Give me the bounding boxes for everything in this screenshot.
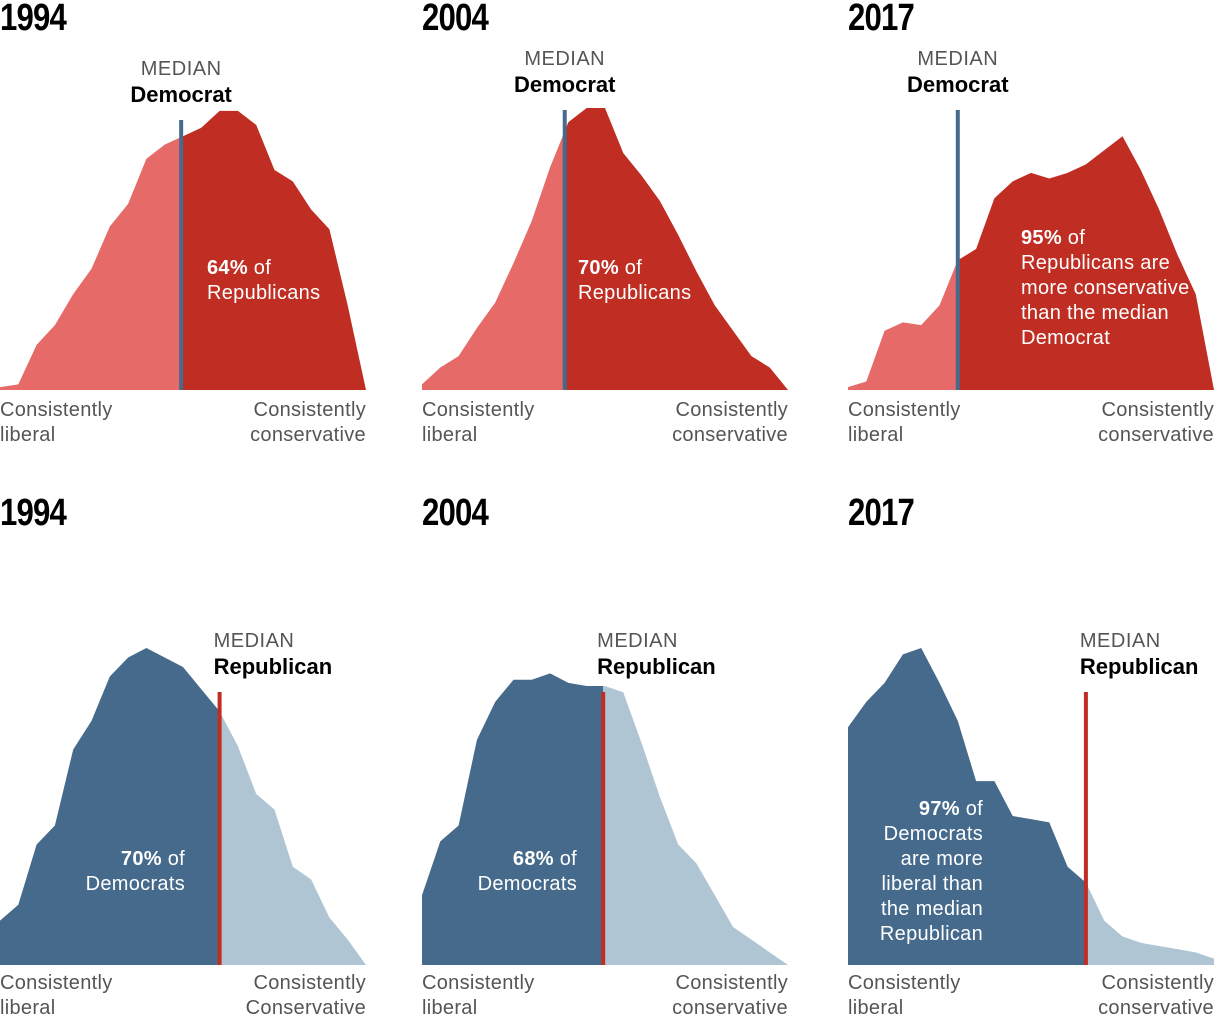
- axis-label-line: Consistently: [1101, 399, 1214, 421]
- axis-label-line: Consistently: [253, 399, 366, 421]
- median-party-label: Republican: [597, 654, 716, 679]
- percent-value: 97%: [918, 798, 960, 820]
- percent-annotation: 64% of Republicans: [207, 256, 357, 306]
- area-more-conservative: [957, 136, 1214, 390]
- axis-label-line: conservative: [672, 997, 788, 1019]
- area-less-conservative: [0, 137, 182, 390]
- axis-label-line: Consistently: [675, 972, 788, 994]
- percent-value: 64%: [207, 257, 248, 279]
- percent-value: 70%: [120, 848, 162, 870]
- percent-text: of Democrats: [85, 848, 185, 895]
- area-less-liberal: [219, 711, 366, 965]
- axis-label-line: Consistently: [422, 972, 535, 994]
- axis-label-line: conservative: [1098, 997, 1214, 1019]
- chart-panel-dem-1994: 1994 MEDIAN Republican 70% of Democrats Cons…: [0, 492, 366, 1021]
- median-party-label: Republican: [1079, 654, 1199, 679]
- axis-label-conservative: Consistently conservative: [672, 971, 788, 1021]
- axis-label-line: liberal: [0, 424, 56, 446]
- area-less-liberal: [603, 686, 788, 965]
- axis-label-liberal: Consistently liberal: [848, 971, 961, 1021]
- percent-text: of Republicans are more conservative tha…: [1021, 227, 1190, 349]
- median-label: MEDIAN: [524, 48, 606, 70]
- axis-label-conservative: Consistently conservative: [250, 398, 366, 448]
- median-party-label: Democrat: [130, 82, 232, 107]
- chart-panel-gop-2017: 2017 MEDIAN Democrat 95% of Republicans are…: [848, 0, 1214, 455]
- percent-annotation: 70% of Democrats: [30, 847, 185, 897]
- axis-label-line: liberal: [848, 424, 904, 446]
- axis-label-conservative: Consistently conservative: [1098, 971, 1214, 1021]
- axis-label-line: conservative: [672, 424, 788, 446]
- axis-label-line: Consistently: [848, 972, 961, 994]
- axis-label-conservative: Consistently conservative: [1098, 398, 1214, 448]
- percent-annotation: 97% of Democrats are more liberal than t…: [848, 797, 983, 947]
- axis-label-line: liberal: [422, 424, 478, 446]
- area-less-conservative: [422, 131, 565, 390]
- median-party-label: Democrat: [907, 72, 1009, 97]
- axis-label-line: Consistently: [675, 399, 788, 421]
- percent-annotation: 68% of Democrats: [422, 847, 577, 897]
- chart-panel-gop-2004: 2004 MEDIAN Democrat 70% of Republicans Cons…: [422, 0, 788, 455]
- axis-label-line: conservative: [250, 424, 366, 446]
- percent-value: 68%: [512, 848, 554, 870]
- percent-text: of Republicans: [578, 257, 692, 304]
- median-party-label: Republican: [213, 654, 333, 679]
- percent-value: 95%: [1021, 227, 1062, 249]
- median-party-label: Democrat: [513, 72, 616, 97]
- median-label: MEDIAN: [917, 48, 999, 70]
- axis-label-line: liberal: [422, 997, 478, 1019]
- area-chart: [848, 110, 1214, 390]
- chart-panel-gop-1994: 1994 MEDIAN Democrat 64% of Republicans Cons…: [0, 0, 366, 455]
- area-chart: [422, 108, 788, 390]
- area-chart: [848, 648, 1214, 965]
- area-more-conservative: [181, 110, 366, 390]
- chart-panel-dem-2004: 2004 MEDIAN Republican 68% of Democrats Cons…: [422, 492, 788, 1021]
- axis-label-line: Consistently: [253, 972, 366, 994]
- axis-label-line: Consistently: [0, 399, 113, 421]
- area-less-liberal: [1085, 882, 1214, 965]
- percent-text: of Republicans: [207, 257, 321, 304]
- percent-text: of Democrats are more liberal than the m…: [879, 798, 983, 945]
- area-less-conservative: [848, 260, 958, 390]
- year-heading: 2004: [422, 492, 489, 534]
- axis-label-conservative: Consistently conservative: [672, 398, 788, 448]
- axis-label-liberal: Consistently liberal: [422, 971, 535, 1021]
- axis-label-liberal: Consistently liberal: [0, 971, 113, 1021]
- axis-label-line: Consistently: [0, 972, 113, 994]
- axis-label-liberal: Consistently liberal: [0, 398, 113, 448]
- area-more-liberal: [848, 648, 1086, 965]
- area-chart: [0, 648, 366, 965]
- axis-label-line: liberal: [848, 997, 904, 1019]
- median-label: MEDIAN: [213, 630, 295, 652]
- percent-value: 70%: [578, 257, 619, 279]
- percent-text: of Democrats: [477, 848, 577, 895]
- chart-panel-dem-2017: 2017 MEDIAN Republican 97% of Democrats are…: [848, 492, 1214, 1021]
- axis-label-line: conservative: [1098, 424, 1214, 446]
- axis-label-line: Consistently: [1101, 972, 1214, 994]
- year-heading: 1994: [0, 0, 67, 39]
- year-heading: 2017: [848, 0, 915, 39]
- axis-label-line: Conservative: [245, 997, 366, 1019]
- axis-label-line: Consistently: [848, 399, 961, 421]
- year-heading: 2017: [848, 492, 915, 534]
- median-label: MEDIAN: [140, 58, 222, 80]
- percent-annotation: 70% of Republicans: [578, 256, 728, 306]
- area-chart: [0, 110, 366, 390]
- median-label: MEDIAN: [1079, 630, 1161, 652]
- axis-label-line: Consistently: [422, 399, 535, 421]
- median-label: MEDIAN: [597, 630, 678, 652]
- axis-label-conservative: Consistently Conservative: [246, 971, 366, 1021]
- area-chart: [422, 673, 788, 965]
- axis-label-liberal: Consistently liberal: [422, 398, 535, 448]
- axis-label-liberal: Consistently liberal: [848, 398, 961, 448]
- axis-label-line: liberal: [0, 997, 56, 1019]
- area-more-liberal: [0, 648, 220, 965]
- area-more-conservative: [564, 108, 788, 390]
- year-heading: 2004: [422, 0, 489, 39]
- percent-annotation: 95% of Republicans are more conservative…: [1021, 226, 1201, 351]
- year-heading: 1994: [0, 492, 67, 534]
- area-more-liberal: [422, 673, 604, 965]
